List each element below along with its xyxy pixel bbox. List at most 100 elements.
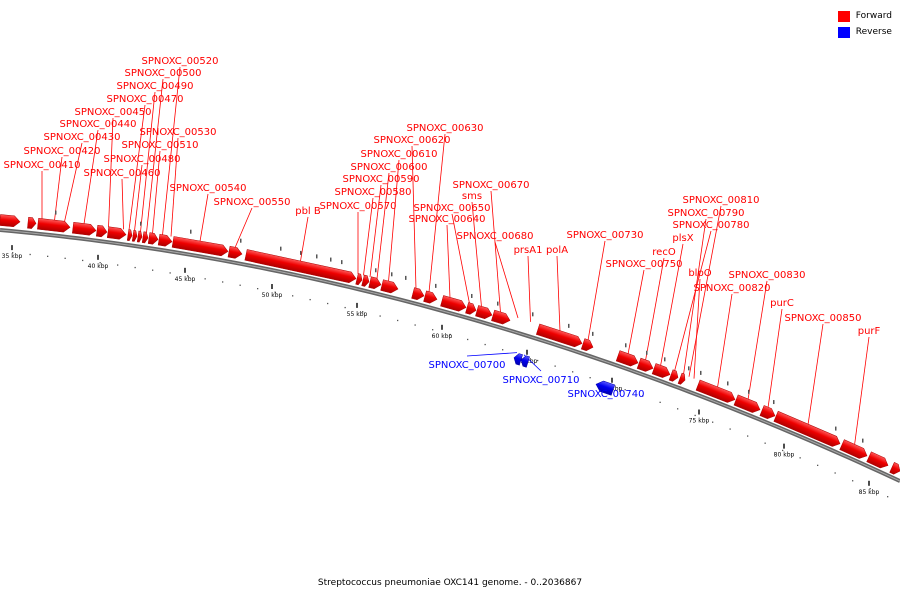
forward-gene-arrow[interactable] <box>37 217 71 233</box>
forward-gene-arrow[interactable] <box>889 462 900 476</box>
forward-gene-arrow[interactable] <box>475 305 493 320</box>
reverse-gene-arrow[interactable] <box>512 352 523 366</box>
label-leader-line <box>854 336 870 446</box>
forward-gene-arrow[interactable] <box>440 295 468 313</box>
forward-gene-arrow[interactable] <box>839 439 870 461</box>
gene-label[interactable]: SPNOXC_00460 <box>83 168 160 179</box>
gene-label[interactable]: SPNOXC_00740 <box>567 389 644 400</box>
gene-label[interactable]: SPNOXC_00830 <box>728 270 805 281</box>
forward-gene-arrow[interactable] <box>636 357 655 373</box>
label-leader-line <box>234 207 253 248</box>
gene-label[interactable]: SPNOXC_00440 <box>59 119 136 130</box>
forward-gene-arrow[interactable] <box>866 451 891 471</box>
position-marker <box>773 400 775 405</box>
forward-gene-arrow[interactable] <box>95 224 108 238</box>
forward-gene-arrow[interactable] <box>759 405 777 421</box>
gene-label[interactable]: SPNOXC_00810 <box>682 195 759 206</box>
gene-label[interactable]: SPNOXC_00630 <box>406 123 483 134</box>
forward-gene-arrow[interactable] <box>361 274 371 287</box>
scale-minor-tick <box>747 435 749 437</box>
gene-label[interactable]: SPNOXC_00570 <box>319 201 396 212</box>
gene-label[interactable]: blpO <box>688 268 711 279</box>
forward-gene-arrow[interactable] <box>695 379 737 405</box>
gene-label[interactable]: SPNOXC_00500 <box>124 68 201 79</box>
gene-label[interactable]: SPNOXC_00780 <box>672 220 749 231</box>
gene-label[interactable]: plsX <box>672 233 693 244</box>
gene-label[interactable]: SPNOXC_00650 <box>413 203 490 214</box>
gene-label[interactable]: SPNOXC_00410 <box>3 160 80 171</box>
forward-gene-arrow[interactable] <box>615 350 640 368</box>
forward-gene-arrow[interactable] <box>131 229 138 242</box>
gene-label[interactable]: SPNOXC_00850 <box>784 313 861 324</box>
forward-gene-arrow[interactable] <box>380 279 400 295</box>
gene-label[interactable]: SPNOXC_00430 <box>43 132 120 143</box>
gene-label[interactable]: SPNOXC_00670 <box>452 180 529 191</box>
gene-label[interactable]: SPNOXC_00620 <box>373 135 450 146</box>
gene-label[interactable]: SPNOXC_00680 <box>456 231 533 242</box>
gene-label[interactable]: SPNOXC_00590 <box>342 174 419 185</box>
gene-label[interactable]: SPNOXC_00480 <box>103 154 180 165</box>
gene-label[interactable]: SPNOXC_00530 <box>139 127 216 138</box>
scale-minor-tick <box>222 281 224 283</box>
forward-gene-arrow[interactable] <box>411 287 426 302</box>
gene-label[interactable]: SPNOXC_00610 <box>360 149 437 160</box>
reverse-gene-arrow[interactable] <box>519 355 530 368</box>
reverse-gene-arrow[interactable] <box>594 379 616 396</box>
label-leader-line <box>683 218 707 375</box>
gene-label[interactable]: purF <box>858 326 881 337</box>
scale-minor-tick <box>467 338 469 341</box>
forward-gene-arrow[interactable] <box>171 236 229 257</box>
gene-label[interactable]: SPNOXC_00420 <box>23 146 100 157</box>
forward-gene-arrow[interactable] <box>72 221 97 236</box>
gene-label[interactable]: recO <box>652 247 676 258</box>
gene-label[interactable]: purC <box>770 298 794 309</box>
scale-minor-tick <box>589 377 591 379</box>
gene-label[interactable]: SPNOXC_00550 <box>213 197 290 208</box>
forward-gene-arrow[interactable] <box>227 245 243 259</box>
forward-gene-arrow[interactable] <box>136 230 143 243</box>
forward-gene-arrow[interactable] <box>535 323 583 349</box>
forward-gene-arrow[interactable] <box>106 226 127 240</box>
forward-gene-arrow[interactable] <box>126 229 133 241</box>
forward-gene-arrow[interactable] <box>677 372 687 385</box>
forward-gene-arrow[interactable] <box>147 232 159 245</box>
forward-gene-arrow[interactable] <box>368 276 383 290</box>
forward-gene-arrow[interactable] <box>27 216 37 229</box>
gene-label[interactable]: SPNOXC_00730 <box>566 230 643 241</box>
gene-label[interactable]: SPNOXC_00790 <box>667 208 744 219</box>
gene-label[interactable]: SPNOXC_00470 <box>106 94 183 105</box>
forward-gene-arrow[interactable] <box>355 273 364 286</box>
gene-label[interactable]: SPNOXC_00600 <box>350 162 427 173</box>
forward-gene-arrow[interactable] <box>141 231 149 244</box>
forward-gene-arrow[interactable] <box>580 338 595 353</box>
gene-label[interactable]: pbl B <box>295 206 321 217</box>
forward-gene-arrow[interactable] <box>465 302 477 316</box>
gene-label[interactable]: prsA1 <box>514 245 543 256</box>
forward-gene-arrow[interactable] <box>668 369 680 383</box>
label-leader-line <box>660 243 684 367</box>
gene-label[interactable]: SPNOXC_00520 <box>141 56 218 67</box>
gene-label[interactable]: SPNOXC_00750 <box>605 259 682 270</box>
gene-label[interactable]: SPNOXC_00580 <box>334 187 411 198</box>
gene-label[interactable]: SPNOXC_00700 <box>428 360 505 371</box>
forward-gene-arrow[interactable] <box>0 214 21 228</box>
gene-label[interactable]: SPNOXC_00820 <box>693 283 770 294</box>
gene-label[interactable]: SPNOXC_00640 <box>408 214 485 225</box>
forward-gene-arrow[interactable] <box>773 410 842 449</box>
gene-label[interactable]: SPNOXC_00510 <box>121 140 198 151</box>
gene-label[interactable]: SPNOXC_00710 <box>502 375 579 386</box>
forward-gene-arrow[interactable] <box>491 309 511 326</box>
forward-gene-arrow[interactable] <box>651 363 672 380</box>
label-leader-line <box>369 184 382 278</box>
gene-label[interactable]: SPNOXC_00450 <box>74 107 151 118</box>
gene-label[interactable]: SPNOXC_00490 <box>116 81 193 92</box>
forward-gene-arrow[interactable] <box>244 249 357 284</box>
gene-label[interactable]: sms <box>462 191 482 202</box>
label-leader-line <box>376 172 390 279</box>
gene-label[interactable]: SPNOXC_00540 <box>169 183 246 194</box>
forward-gene-arrow[interactable] <box>733 394 762 415</box>
position-marker <box>532 312 534 317</box>
forward-gene-arrow[interactable] <box>423 290 439 305</box>
forward-gene-arrow[interactable] <box>157 233 173 247</box>
gene-label[interactable]: polA <box>546 245 568 256</box>
